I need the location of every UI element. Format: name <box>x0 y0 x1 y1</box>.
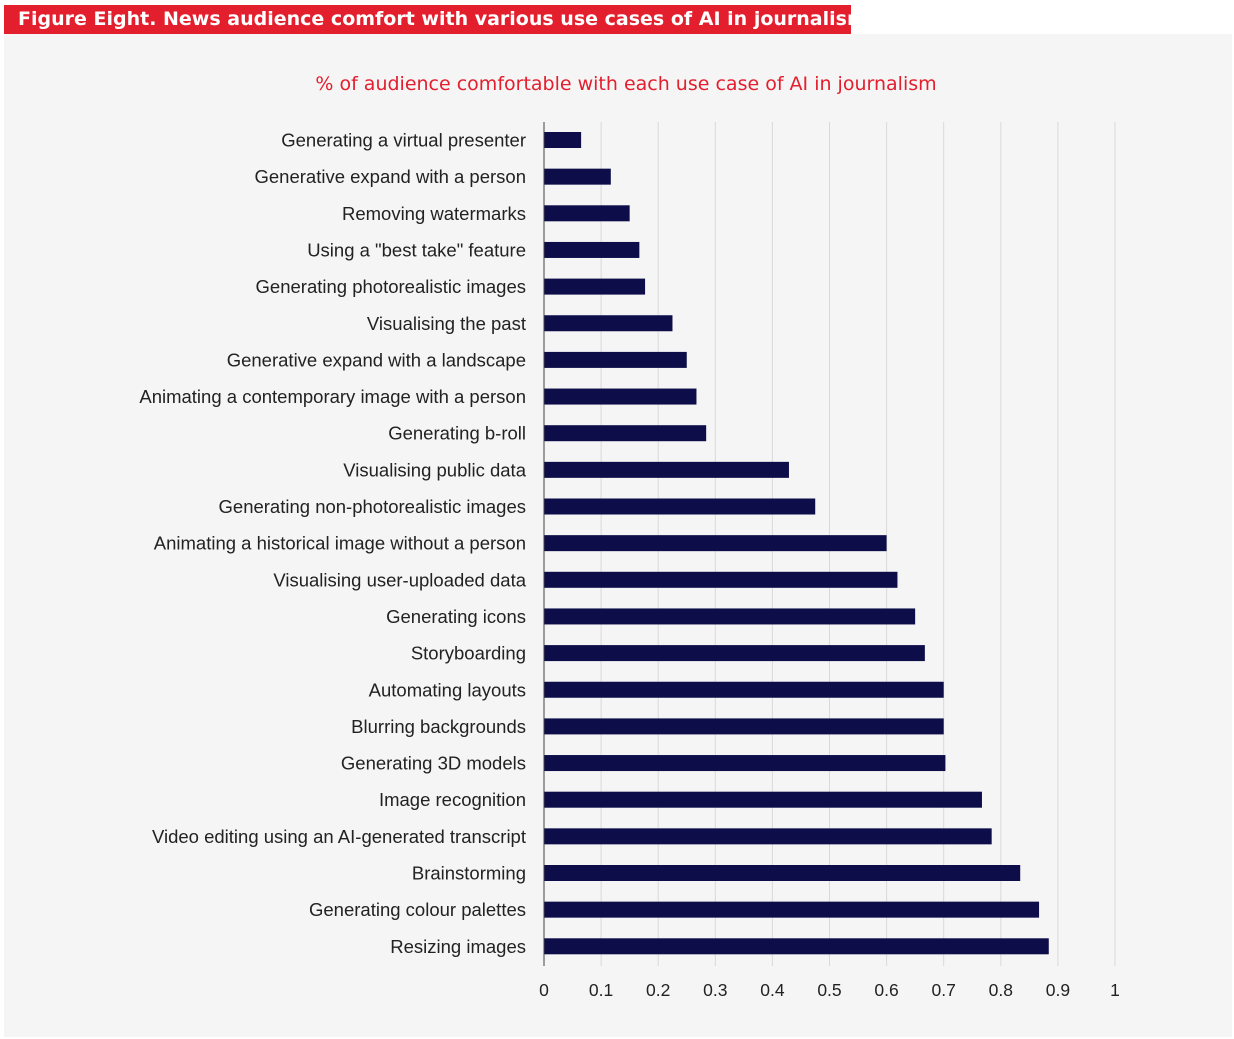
x-tick-label: 0.4 <box>760 980 785 1000</box>
bar <box>544 241 640 258</box>
bar <box>544 755 946 772</box>
category-label: Using a "best take" feature <box>307 239 526 260</box>
category-label: Automating layouts <box>369 679 526 700</box>
bar <box>544 168 611 185</box>
bar <box>544 571 898 588</box>
category-label: Video editing using an AI-generated tran… <box>152 826 526 847</box>
bar <box>544 425 707 442</box>
bar <box>544 315 673 332</box>
category-label: Visualising public data <box>343 459 526 480</box>
bar <box>544 278 646 295</box>
category-label: Animating a contemporary image with a pe… <box>139 386 526 407</box>
category-label: Generating a virtual presenter <box>281 130 526 151</box>
bar <box>544 718 944 735</box>
bar <box>544 681 944 698</box>
x-tick-label: 0 <box>539 980 549 1000</box>
category-label: Generative expand with a landscape <box>227 349 526 370</box>
x-tick-label: 0.1 <box>589 980 613 1000</box>
bar <box>544 351 687 368</box>
x-tick-label: 0.3 <box>703 980 727 1000</box>
bar <box>544 645 925 662</box>
category-label: Animating a historical image without a p… <box>154 533 526 554</box>
category-label: Generating icons <box>386 606 526 627</box>
x-tick-label: 0.9 <box>1046 980 1070 1000</box>
bar <box>544 205 630 222</box>
x-tick-label: 1 <box>1110 980 1120 1000</box>
category-label: Removing watermarks <box>342 203 526 224</box>
bar <box>544 498 816 515</box>
category-label: Storyboarding <box>411 643 526 664</box>
bar <box>544 461 789 478</box>
category-label: Generating colour palettes <box>309 899 526 920</box>
figure-title-banner: Figure Eight. News audience comfort with… <box>4 5 851 34</box>
category-label: Generating non-photorealistic images <box>219 496 526 517</box>
bars <box>544 132 1049 955</box>
x-tick-label: 0.5 <box>817 980 841 1000</box>
x-tick-label: 0.2 <box>646 980 670 1000</box>
category-labels: Generating a virtual presenter Generative… <box>139 130 526 957</box>
x-axis-tick-labels: 0 0.1 0.2 0.3 0.4 0.5 0.6 0.7 0.8 0.9 1 <box>539 980 1120 1000</box>
category-label: Visualising the past <box>367 313 526 334</box>
category-label: Brainstorming <box>412 863 526 884</box>
bar <box>544 865 1021 881</box>
bar <box>544 608 916 625</box>
category-label: Resizing images <box>390 936 526 957</box>
bar-chart: % of audience comfortable with each use … <box>139 73 1120 1000</box>
category-label: Generating photorealistic images <box>256 276 526 297</box>
bar <box>544 938 1049 955</box>
chart-panel: % of audience comfortable with each use … <box>4 34 1232 1037</box>
x-tick-label: 0.7 <box>932 980 956 1000</box>
bar <box>544 791 982 808</box>
chart-subtitle: % of audience comfortable with each use … <box>315 73 936 95</box>
category-label: Generating b-roll <box>388 423 526 444</box>
bar <box>544 535 887 552</box>
category-label: Image recognition <box>379 789 526 810</box>
category-label: Generating 3D models <box>341 753 526 774</box>
bar <box>544 132 582 148</box>
category-label: Generative expand with a person <box>254 166 526 187</box>
x-tick-label: 0.8 <box>989 980 1013 1000</box>
category-label: Blurring backgrounds <box>351 716 526 737</box>
category-label: Visualising user-uploaded data <box>273 569 526 590</box>
bar <box>544 388 697 405</box>
x-tick-label: 0.6 <box>874 980 898 1000</box>
bar <box>544 828 992 845</box>
bar <box>544 901 1040 918</box>
